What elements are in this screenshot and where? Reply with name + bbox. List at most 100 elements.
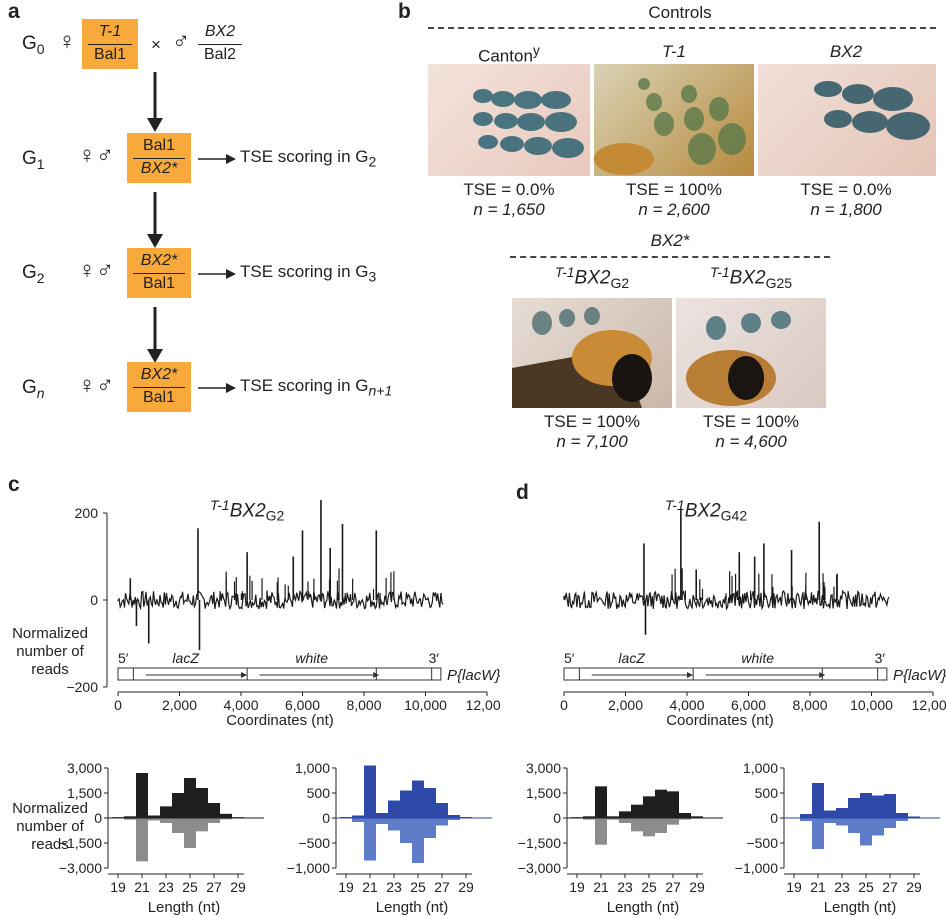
g2-label: G2 bbox=[22, 262, 45, 286]
photo-label-t1: T-1 bbox=[662, 42, 686, 61]
genotype-line bbox=[133, 387, 185, 388]
bar-positive bbox=[352, 815, 364, 818]
bar-negative bbox=[607, 818, 619, 820]
bar-positive bbox=[872, 795, 884, 818]
bar-positive bbox=[583, 816, 595, 818]
controls-label: Controls bbox=[648, 3, 712, 22]
panel-c-letter: c bbox=[8, 473, 20, 496]
bar-positive bbox=[667, 791, 679, 818]
x-tick-label: 29 bbox=[689, 879, 705, 895]
panel-d-letter: d bbox=[516, 481, 529, 504]
bar-negative bbox=[836, 818, 848, 826]
x-tick-label: 19 bbox=[338, 879, 354, 895]
panel-b-letter: b bbox=[398, 0, 411, 23]
ylabel-line1: Normalized bbox=[12, 800, 88, 817]
genotype-top: BX2 bbox=[204, 23, 236, 40]
genotype-bottom: Bal1 bbox=[93, 46, 127, 63]
bar-negative bbox=[424, 818, 436, 838]
panel-c-title: T-1BX2G2 bbox=[210, 497, 330, 524]
hist-c-black: 3,000 1,500 0 −1,500 −3,000 19 21 23 25 27 29 Lengt… bbox=[59, 760, 264, 916]
genotype-bottom: Bal2 bbox=[203, 46, 237, 63]
bar-positive bbox=[607, 816, 619, 818]
bar-positive bbox=[812, 783, 824, 818]
x-tick-label: 27 bbox=[882, 879, 898, 895]
bar-positive bbox=[824, 810, 836, 818]
x-label: Length (nt) bbox=[148, 899, 221, 916]
bar-negative bbox=[631, 818, 643, 832]
y-tick-label: 1,500 bbox=[526, 785, 561, 801]
ovary-photo-t1 bbox=[594, 64, 754, 176]
bar-positive bbox=[619, 811, 631, 818]
photo-label-bx2: BX2 bbox=[829, 42, 863, 61]
bar-positive bbox=[148, 815, 160, 818]
bar-negative bbox=[412, 818, 424, 863]
x-tick-label: 4,000 bbox=[669, 697, 704, 713]
coverage-trace bbox=[117, 590, 444, 611]
g1-score-text: TSE scoring in G2 bbox=[240, 147, 376, 169]
title-sub: G2 bbox=[265, 507, 285, 524]
female-symbol: ♀ bbox=[58, 28, 76, 55]
lacz-label: lacZ bbox=[172, 650, 199, 666]
five-prime-label: 5′ bbox=[564, 650, 575, 666]
three-prime-label: 3′ bbox=[429, 650, 440, 666]
hist-ylabel: Normalized number of reads bbox=[0, 800, 100, 854]
bar-negative bbox=[812, 818, 824, 849]
x-tick-label: 27 bbox=[665, 879, 681, 895]
x-tick-label: 21 bbox=[810, 879, 826, 895]
bar-negative bbox=[896, 818, 908, 821]
bar-positive bbox=[136, 773, 148, 818]
y-tick-label: 3,000 bbox=[526, 760, 561, 776]
bar-negative bbox=[436, 818, 448, 826]
genotype-line bbox=[198, 44, 242, 45]
y-tick-label: 200 bbox=[75, 505, 99, 521]
label-sup: T-1 bbox=[709, 264, 730, 280]
bar-positive bbox=[220, 813, 232, 818]
bar-positive bbox=[631, 804, 643, 818]
bar-negative bbox=[124, 818, 136, 820]
y-tick-label: 1,000 bbox=[743, 760, 778, 776]
genotype-top: Bal1 bbox=[142, 137, 176, 154]
x-tick-label: 8,000 bbox=[346, 697, 381, 713]
x-tick-label: 25 bbox=[182, 879, 198, 895]
x-tick-label: 23 bbox=[158, 879, 174, 895]
gen-letter: G bbox=[22, 262, 37, 283]
controls-divider bbox=[428, 27, 936, 29]
y-tick-label: 500 bbox=[307, 785, 331, 801]
x-tick-label: 8,000 bbox=[792, 697, 827, 713]
g0-male-genotype: BX2 Bal2 bbox=[192, 19, 248, 69]
y-tick-label: −3,000 bbox=[59, 860, 102, 876]
arrowhead bbox=[687, 672, 693, 678]
hist-d-black: 3,000 1,500 0 −1,500 −3,000 19 21 23 25 27 29 Lengt… bbox=[518, 760, 723, 916]
x-label: Length (nt) bbox=[376, 899, 449, 916]
label-text: Canton bbox=[478, 46, 533, 66]
x-tick-label: 6,000 bbox=[285, 697, 320, 713]
gen-letter: G bbox=[22, 377, 37, 398]
genotype-bottom: Bal1 bbox=[142, 389, 176, 406]
ovary-photo-canton bbox=[428, 64, 590, 176]
bar-negative bbox=[884, 818, 896, 828]
bar-positive bbox=[424, 788, 436, 818]
bar-positive bbox=[655, 789, 667, 818]
g0-label: G0 bbox=[22, 33, 45, 57]
title-sup: T-1 bbox=[665, 497, 685, 513]
x-tick-label: 23 bbox=[834, 879, 850, 895]
hist-c-blue: 1,000 500 0 −500 −1,000 19 21 23 25 27 29 Length (n… bbox=[287, 760, 492, 916]
photo-label-bx2-g2: T-1BX2G2 bbox=[512, 264, 672, 291]
genotype-top: BX2* bbox=[140, 366, 178, 383]
panel-d-coverage-chart: 5′ lacZ white 3′ P{lacW} 0 2,000 4,000 6,000 8,00… bbox=[560, 508, 946, 713]
x-tick-label: 29 bbox=[906, 879, 922, 895]
gn-genotype-box: BX2* Bal1 bbox=[127, 362, 191, 412]
bar-positive bbox=[448, 815, 460, 818]
x-label: Length (nt) bbox=[607, 899, 680, 916]
plasmid-map bbox=[563, 667, 888, 681]
x-tick-label: 10,000 bbox=[850, 697, 893, 713]
ylabel-line2: number of reads bbox=[16, 818, 84, 853]
x-tick-label: 23 bbox=[386, 879, 402, 895]
bar-negative bbox=[136, 818, 148, 862]
bar-positive bbox=[208, 803, 220, 818]
n-bx2-g25: n = 4,600 bbox=[715, 432, 787, 451]
n-canton: n = 1,650 bbox=[473, 200, 545, 219]
bx2-star-label: BX2* bbox=[650, 231, 690, 250]
g1-genotype-box: Bal1 BX2* bbox=[127, 133, 191, 183]
y-tick-label: 0 bbox=[553, 810, 561, 826]
